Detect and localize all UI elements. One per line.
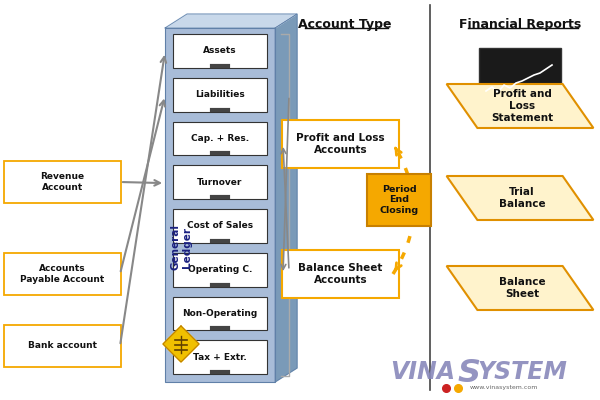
Polygon shape xyxy=(446,84,593,128)
Polygon shape xyxy=(446,176,593,220)
Text: www.vinasystem.com: www.vinasystem.com xyxy=(470,386,538,390)
Text: Tax + Extr.: Tax + Extr. xyxy=(193,353,247,362)
Bar xyxy=(173,296,267,330)
Text: Balance
Sheet: Balance Sheet xyxy=(499,277,545,299)
Text: Balance Sheet
Accounts: Balance Sheet Accounts xyxy=(298,263,383,285)
Text: Assets: Assets xyxy=(203,46,237,55)
FancyBboxPatch shape xyxy=(479,48,561,108)
Text: General
Ledger: General Ledger xyxy=(170,224,192,270)
Text: Trial
Balance: Trial Balance xyxy=(499,187,545,209)
Text: YSTEM: YSTEM xyxy=(478,360,568,384)
Polygon shape xyxy=(446,266,593,310)
Text: VINA: VINA xyxy=(390,360,455,384)
Bar xyxy=(173,78,267,112)
Text: Period
End
Closing: Period End Closing xyxy=(379,185,419,215)
Text: Non-Operating: Non-Operating xyxy=(182,309,257,318)
Bar xyxy=(173,209,267,243)
Bar xyxy=(173,253,267,286)
Text: Liabilities: Liabilities xyxy=(195,90,245,99)
Polygon shape xyxy=(163,326,199,362)
Text: Turnover: Turnover xyxy=(197,178,242,187)
Text: S: S xyxy=(458,358,481,390)
Text: Profit and Loss
Accounts: Profit and Loss Accounts xyxy=(296,133,385,155)
Text: Account Type: Account Type xyxy=(298,18,392,31)
Text: Cost of Sales: Cost of Sales xyxy=(187,221,253,230)
Bar xyxy=(165,28,275,382)
FancyBboxPatch shape xyxy=(4,161,121,203)
FancyBboxPatch shape xyxy=(4,253,121,295)
Bar xyxy=(173,340,267,374)
Polygon shape xyxy=(275,14,297,382)
Text: Operating C.: Operating C. xyxy=(188,265,252,274)
FancyBboxPatch shape xyxy=(367,174,431,226)
FancyBboxPatch shape xyxy=(282,250,399,298)
Text: Profit and
Loss
Statement: Profit and Loss Statement xyxy=(491,89,553,122)
FancyBboxPatch shape xyxy=(4,325,121,367)
Text: Accounts
Payable Account: Accounts Payable Account xyxy=(20,264,104,284)
FancyBboxPatch shape xyxy=(282,120,399,168)
Bar xyxy=(173,122,267,155)
Bar xyxy=(173,165,267,199)
Text: Bank account: Bank account xyxy=(28,342,97,350)
Polygon shape xyxy=(165,14,297,28)
Text: Financial Reports: Financial Reports xyxy=(459,18,581,31)
Bar xyxy=(173,34,267,68)
Text: Cap. + Res.: Cap. + Res. xyxy=(191,134,249,143)
Text: Revenue
Account: Revenue Account xyxy=(40,172,85,192)
